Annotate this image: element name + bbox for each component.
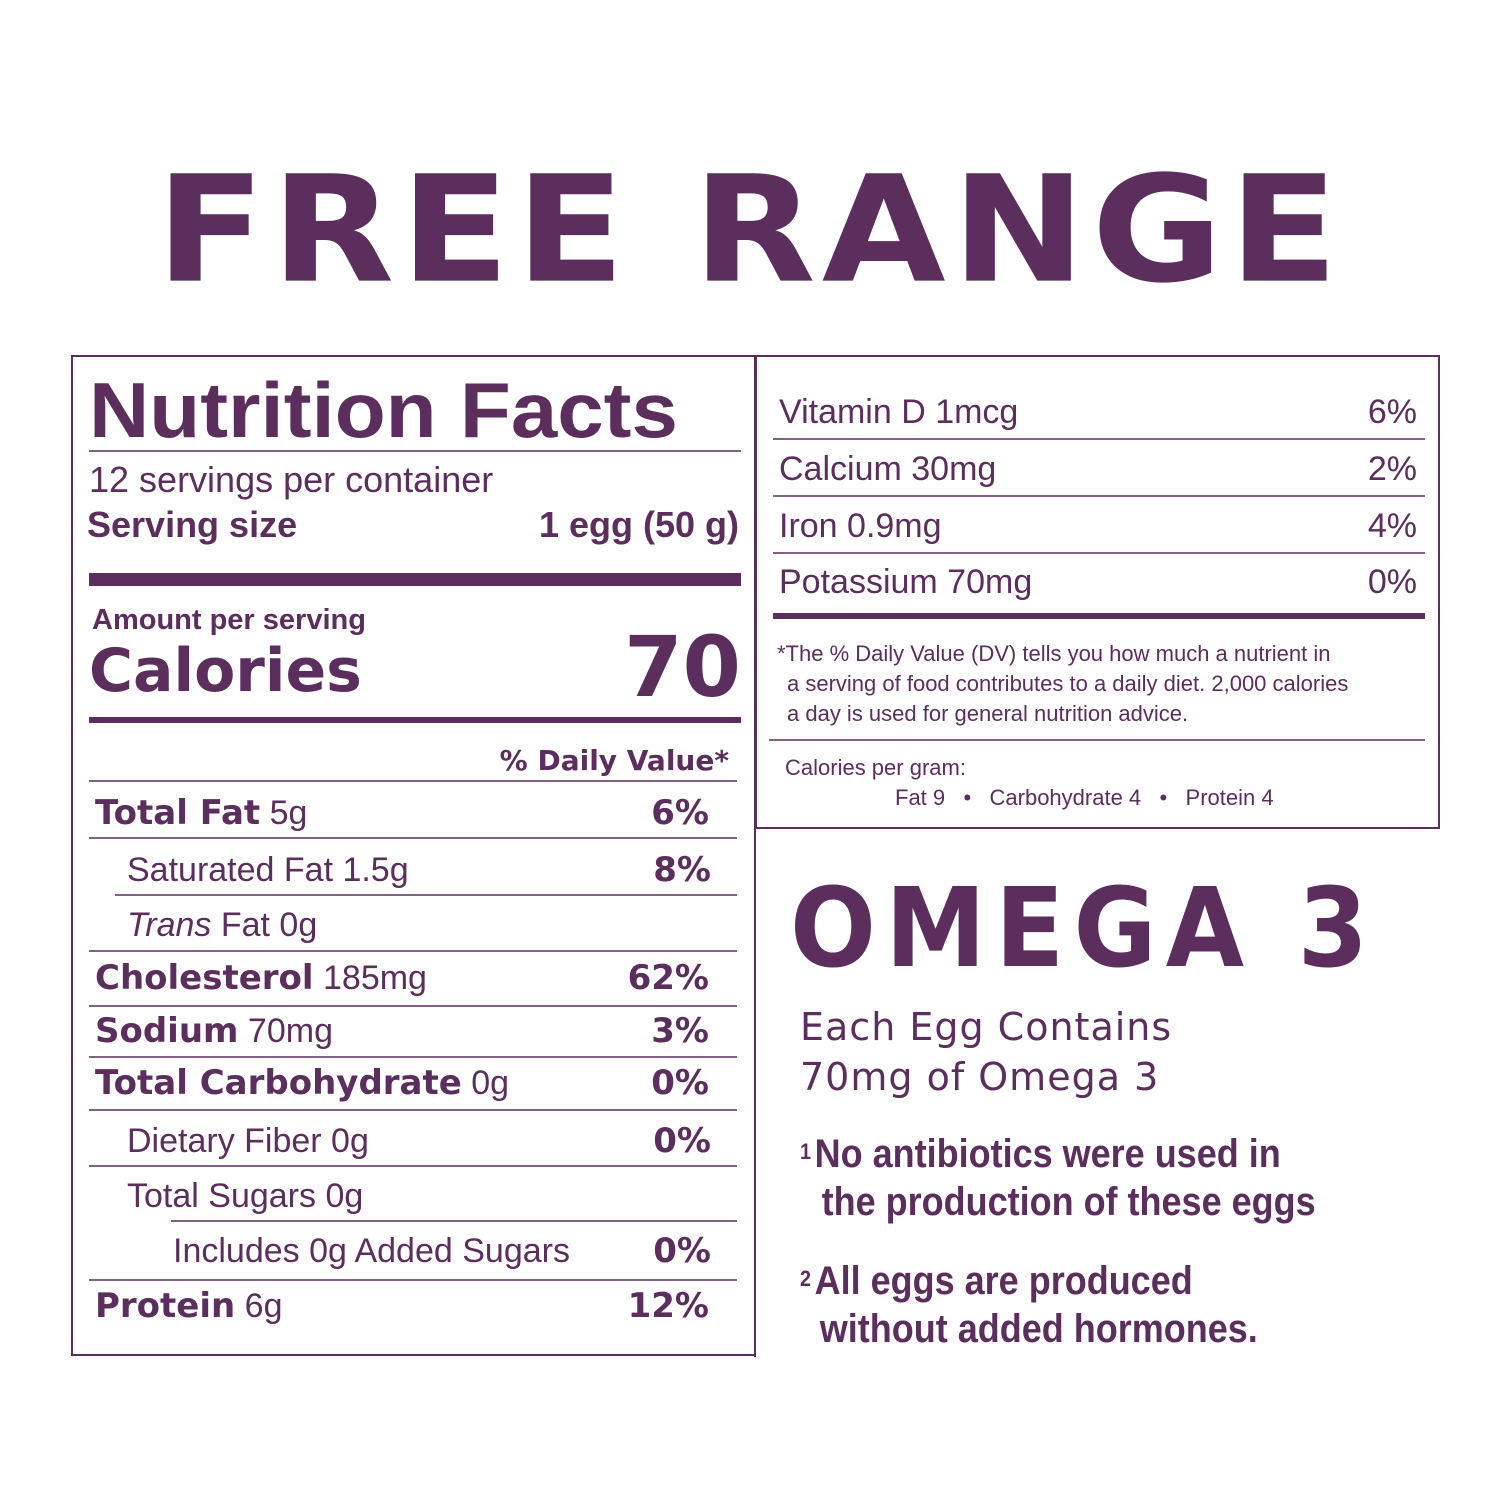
claim-no-antibiotics: 1No antibiotics were used in the product… — [800, 1130, 1316, 1226]
divider — [89, 1056, 737, 1058]
nutrient-dv: 0% — [651, 1063, 709, 1103]
nutrient-amount: 6g — [235, 1287, 283, 1325]
nutrition-facts-panel-right: Vitamin D 1mcg 6% Calcium 30mg 2% Iron 0… — [755, 355, 1440, 829]
nutrient-name: Sodium — [95, 1011, 239, 1051]
vitamin-name: Iron 0.9mg — [779, 507, 942, 545]
divider — [773, 552, 1425, 554]
divider — [89, 450, 741, 452]
divider — [89, 780, 737, 782]
nutrient-dv: 3% — [651, 1011, 709, 1051]
divider — [89, 1109, 737, 1111]
claim-line-1: No antibiotics were used in — [814, 1132, 1281, 1176]
footnote-line-1: *The % Daily Value (DV) tells you how mu… — [777, 641, 1331, 666]
divider — [89, 950, 737, 952]
claim-line-2: without added hormones. — [819, 1307, 1258, 1351]
omega-title: OMEGA 3 — [790, 864, 1378, 992]
vitamin-row-iron: Iron 0.9mg 4% — [779, 498, 1417, 554]
daily-value-header: % Daily Value* — [499, 744, 729, 777]
serving-size-label: Serving size — [87, 504, 298, 545]
medium-divider — [773, 613, 1425, 619]
nutrient-amount: Fat 0g — [211, 906, 318, 944]
vitamin-name: Calcium 30mg — [779, 450, 997, 488]
nutrient-name: Saturated Fat 1.5g — [127, 851, 409, 889]
nutrient-dv: 0% — [653, 1231, 711, 1271]
nutrient-name: Trans — [127, 906, 212, 944]
vitamin-row-calcium: Calcium 30mg 2% — [779, 441, 1417, 497]
calories-per-gram-values: Fat 9 • Carbohydrate 4 • Protein 4 — [895, 785, 1274, 810]
nutrition-facts-title: Nutrition Facts — [89, 366, 678, 454]
footnote-line-2: a serving of food contributes to a daily… — [787, 671, 1349, 696]
claim-line-2: the production of these eggs — [821, 1180, 1316, 1224]
nutrient-row-sodium: Sodium 70mg 3% — [95, 1005, 735, 1057]
footnote-line-3: a day is used for general nutrition advi… — [787, 701, 1189, 726]
vitamin-dv: 6% — [1367, 393, 1417, 431]
divider — [89, 1165, 737, 1167]
nutrient-name: Cholesterol — [95, 958, 314, 998]
divider — [773, 495, 1425, 497]
vitamin-dv: 0% — [1367, 563, 1417, 601]
medium-divider — [89, 717, 741, 723]
footnote-marker: 1 — [800, 1139, 812, 1164]
brand-title: FREE RANGE — [155, 143, 1345, 316]
omega-line-1: Each Egg Contains — [800, 1005, 1173, 1049]
calories-per-gram-label: Calories per gram: — [785, 755, 966, 780]
vitamin-row-vitamin-d: Vitamin D 1mcg 6% — [779, 384, 1417, 440]
divider — [89, 837, 737, 839]
omega-line-2: 70mg of Omega 3 — [800, 1055, 1160, 1099]
nutrient-amount: 185mg — [313, 959, 427, 997]
nutrient-amount: 0g — [461, 1064, 510, 1102]
calories-label: Calories — [89, 636, 362, 706]
nutrient-amount: 70mg — [238, 1012, 333, 1050]
vitamin-row-potassium: Potassium 70mg 0% — [779, 554, 1417, 610]
divider — [769, 739, 1425, 741]
nutrient-name: Includes 0g Added Sugars — [173, 1232, 570, 1270]
omega-description: Each Egg Contains 70mg of Omega 3 — [800, 1002, 1172, 1102]
divider — [89, 1005, 737, 1007]
divider — [171, 1220, 737, 1222]
divider — [89, 1279, 737, 1281]
nutrient-name: Protein — [95, 1286, 236, 1326]
nutrient-amount: 5g — [260, 794, 308, 832]
nutrient-row-protein: Protein 6g 12% — [95, 1280, 735, 1332]
nutrient-dv: 6% — [651, 793, 709, 833]
vitamin-name: Vitamin D 1mcg — [779, 393, 1019, 431]
footnote-marker: 2 — [800, 1266, 812, 1291]
nutrient-row-added-sugars: Includes 0g Added Sugars 0% — [173, 1225, 737, 1277]
divider — [773, 438, 1425, 440]
amount-per-serving-label: Amount per serving — [92, 604, 366, 636]
calories-value: 70 — [624, 618, 741, 716]
panel-separator — [754, 355, 756, 1357]
nutrient-name: Total Carbohydrate — [95, 1063, 462, 1103]
nutrient-name: Total Fat — [95, 793, 261, 833]
vitamin-dv: 4% — [1367, 507, 1417, 545]
vitamin-name: Potassium 70mg — [779, 563, 1033, 601]
vitamin-dv: 2% — [1367, 450, 1417, 488]
nutrient-name: Total Sugars 0g — [127, 1177, 364, 1215]
nutrient-row-total-sugars: Total Sugars 0g — [127, 1170, 737, 1222]
nutrition-facts-panel-left: Nutrition Facts 12 servings per containe… — [71, 355, 755, 1356]
nutrient-row-saturated-fat: Saturated Fat 1.5g 8% — [127, 844, 737, 896]
nutrient-row-total-fat: Total Fat 5g 6% — [95, 787, 735, 839]
serving-size-value: 1 egg (50 g) — [538, 504, 739, 545]
divider — [115, 894, 737, 896]
nutrient-dv: 12% — [627, 1286, 709, 1326]
nutrient-row-dietary-fiber: Dietary Fiber 0g 0% — [127, 1115, 737, 1167]
claim-line-1: All eggs are produced — [814, 1259, 1193, 1303]
nutrient-row-trans-fat: Trans Fat 0g — [127, 899, 737, 951]
servings-per-container: 12 servings per container — [89, 459, 494, 500]
thick-divider — [89, 573, 741, 586]
nutrient-name: Dietary Fiber 0g — [127, 1122, 369, 1160]
nutrient-dv: 8% — [653, 850, 711, 890]
nutrient-row-cholesterol: Cholesterol 185mg 62% — [95, 952, 735, 1004]
nutrient-row-total-carbohydrate: Total Carbohydrate 0g 0% — [95, 1057, 735, 1109]
nutrient-dv: 62% — [627, 958, 709, 998]
nutrient-dv: 0% — [653, 1121, 711, 1161]
claim-no-hormones: 2All eggs are produced without added hor… — [800, 1257, 1258, 1353]
